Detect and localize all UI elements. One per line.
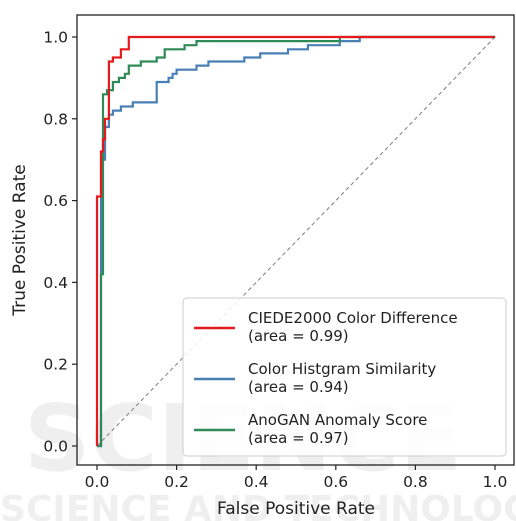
legend-area-label: (area = 0.99) — [248, 327, 349, 345]
y-tick-label: 0.6 — [43, 192, 68, 210]
legend-box — [182, 297, 507, 457]
legend-series-name: Color Histgram Similarity — [248, 360, 436, 378]
y-tick-label: 1.0 — [43, 29, 68, 47]
svg-text:SCIENCE AND TECHNOLOGY: SCIENCE AND TECHNOLOGY — [0, 489, 516, 521]
y-tick-label: 0.4 — [43, 274, 68, 292]
y-tick-label: 0.8 — [43, 110, 68, 128]
x-tick-label: 1.0 — [483, 473, 508, 491]
legend-series-name: CIEDE2000 Color Difference — [248, 309, 458, 327]
x-tick-label: 0.2 — [164, 473, 189, 491]
y-axis-title: True Positive Rate — [10, 164, 30, 316]
y-tick-label: 0.0 — [43, 438, 68, 456]
series-line-2 — [97, 35, 495, 448]
y-tick-label: 0.2 — [43, 356, 68, 374]
y-axis-ticks: 0.0 0.2 0.4 0.6 0.8 1.0 — [43, 29, 77, 456]
series-line-0 — [95, 35, 495, 446]
legend: CIEDE2000 Color Difference(area = 0.99) C… — [182, 297, 507, 457]
x-tick-label: 0.0 — [85, 473, 110, 491]
legend-area-label: (area = 0.94) — [248, 378, 349, 396]
legend-area-label: (area = 0.97) — [248, 429, 349, 447]
plot-area — [76, 14, 515, 466]
x-tick-label: 0.4 — [244, 473, 269, 491]
x-axis-ticks: 0.0 0.2 0.4 0.6 0.8 1.0 — [85, 465, 508, 491]
legend-series-name: AnoGAN Anomaly Score — [248, 411, 427, 429]
x-tick-label: 0.8 — [403, 473, 428, 491]
x-tick-label: 0.6 — [323, 473, 348, 491]
x-axis-title: False Positive Rate — [217, 499, 375, 519]
plot-frame — [76, 14, 515, 466]
